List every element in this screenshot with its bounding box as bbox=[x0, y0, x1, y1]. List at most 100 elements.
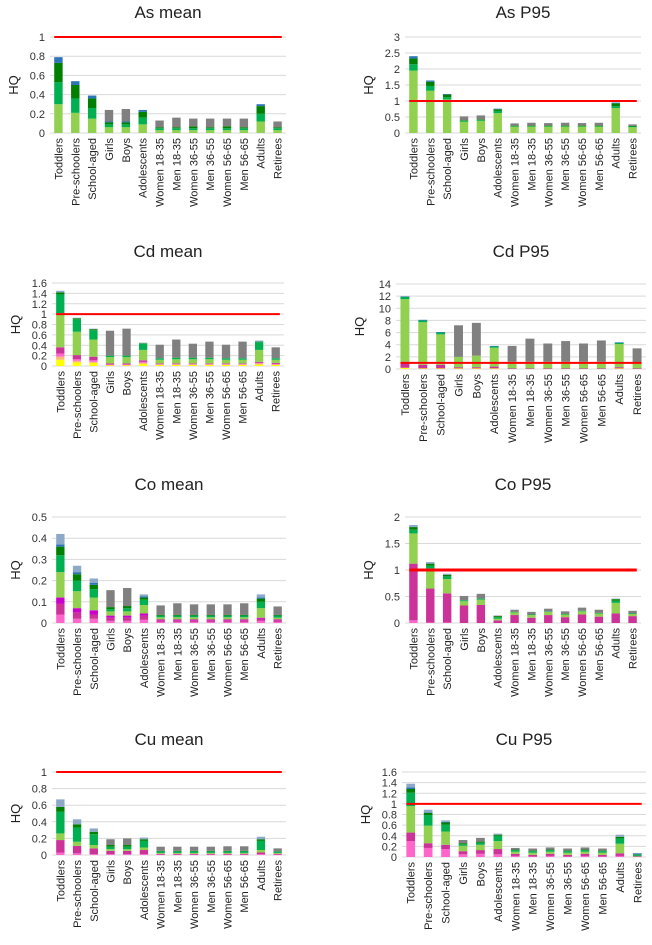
bar-segment bbox=[409, 64, 418, 71]
y-tick-label: 0.5 bbox=[385, 592, 400, 604]
x-tick-label: Women 36-55 bbox=[188, 371, 200, 440]
x-tick-label: Boys bbox=[122, 371, 134, 396]
bar-segment bbox=[615, 836, 625, 839]
bar-segment bbox=[493, 849, 503, 855]
y-tick-label: 1 bbox=[391, 799, 397, 811]
bar-segment bbox=[561, 361, 571, 369]
x-tick-label: Adults bbox=[611, 138, 623, 169]
chart-panel-cu-mean: Cu mean HQ 0 0.2 0.4 0.6 0.8 1 Toddlers Pre-schoo… bbox=[8, 730, 286, 929]
bar-segment bbox=[173, 850, 182, 852]
bar-segment bbox=[139, 596, 149, 598]
bar-segment bbox=[106, 607, 115, 610]
bar-segment bbox=[400, 296, 410, 300]
x-tick-label: School-aged bbox=[442, 138, 454, 200]
y-tick-label: 1 bbox=[41, 309, 47, 321]
bar-segment bbox=[222, 126, 232, 129]
bar-segment bbox=[188, 363, 197, 365]
bar-segment bbox=[426, 622, 435, 623]
bar-segment bbox=[507, 345, 517, 362]
x-tick-label: Women 36-55 bbox=[189, 628, 201, 697]
bar-segment bbox=[510, 125, 519, 127]
bar-segment bbox=[544, 611, 553, 612]
bar-segment bbox=[238, 341, 247, 359]
x-tick-label: Men 18-35 bbox=[171, 138, 183, 191]
x-tick-label: Adults bbox=[256, 860, 268, 891]
x-tick-label: School-aged bbox=[442, 628, 454, 690]
y-tick-label: 0.8 bbox=[30, 51, 45, 63]
bar-segment bbox=[238, 363, 247, 365]
bar-segment bbox=[89, 610, 98, 615]
bar-segment bbox=[400, 367, 410, 369]
bar-segment bbox=[156, 854, 165, 856]
x-tick-label: Toddlers bbox=[55, 371, 67, 413]
x-tick-label: Men 56-65 bbox=[239, 138, 251, 191]
bar-segment bbox=[106, 611, 115, 616]
bar-segment bbox=[155, 358, 164, 360]
bar-segment bbox=[138, 111, 147, 118]
bar-segment bbox=[156, 846, 165, 851]
bar-segment bbox=[436, 334, 446, 365]
bar-segment bbox=[56, 799, 65, 807]
bar-segment bbox=[56, 840, 65, 853]
bar-segment bbox=[580, 851, 590, 854]
chart-panel-cd-mean: Cd mean HQ 00.20.40.60.811.21.41.6 Toddlers… bbox=[8, 242, 284, 440]
bar-segment bbox=[72, 853, 82, 855]
x-tick-label: Men 56-65 bbox=[239, 860, 251, 913]
bar-segment bbox=[441, 849, 450, 857]
bar-segment bbox=[510, 855, 520, 857]
bar-segment bbox=[206, 846, 215, 851]
bar-segment bbox=[577, 123, 587, 126]
y-tick-label: 3 bbox=[394, 32, 400, 44]
bar-segment bbox=[255, 341, 264, 343]
bar-segment bbox=[123, 845, 132, 847]
bar-segment bbox=[173, 621, 182, 623]
bar-segment bbox=[409, 533, 418, 564]
y-axis-label: HQ bbox=[8, 804, 23, 824]
bar-segment bbox=[56, 359, 65, 366]
bar-segment bbox=[155, 364, 164, 366]
bar-segment bbox=[436, 331, 446, 333]
bar-segment bbox=[580, 847, 590, 850]
bar-segment bbox=[105, 364, 115, 366]
bar-segment bbox=[106, 590, 115, 608]
bar-segment bbox=[273, 848, 282, 852]
bar-segment bbox=[105, 363, 115, 365]
bar-segment bbox=[459, 595, 469, 601]
bar-segment bbox=[442, 99, 452, 133]
bar-segment bbox=[563, 852, 572, 855]
bar-segment bbox=[87, 108, 97, 119]
bar-segment bbox=[255, 361, 264, 363]
bar-segment bbox=[594, 126, 604, 133]
bar-segment bbox=[527, 125, 536, 127]
bar-segment bbox=[173, 620, 182, 622]
bar-segment bbox=[188, 364, 197, 366]
bar-segment bbox=[596, 368, 606, 369]
bar-segment bbox=[527, 614, 536, 616]
bar-segment bbox=[256, 839, 266, 841]
bar-segment bbox=[123, 606, 132, 609]
bar-segment bbox=[54, 57, 63, 63]
bar-segment bbox=[489, 345, 499, 347]
bar-segment bbox=[256, 601, 266, 609]
bar-segment bbox=[545, 847, 555, 850]
bar-segment bbox=[72, 565, 82, 573]
bar-segment bbox=[139, 613, 149, 616]
bar-segment bbox=[493, 615, 502, 617]
chart-title: Co P95 bbox=[495, 475, 552, 494]
bar-segment bbox=[256, 597, 266, 599]
bar-segment bbox=[106, 849, 115, 851]
bar-segment bbox=[72, 591, 82, 609]
x-tick-label: Adults bbox=[256, 138, 268, 169]
x-tick-label: Women 18-35 bbox=[156, 860, 168, 929]
bar-segment bbox=[628, 125, 637, 127]
bar-segment bbox=[615, 843, 625, 854]
y-tick-label: 0.4 bbox=[382, 831, 397, 843]
bar-segment bbox=[442, 574, 452, 577]
bar-segment bbox=[510, 125, 519, 127]
x-tick-label: Women 36-55 bbox=[543, 628, 555, 697]
bar-segment bbox=[89, 339, 98, 357]
bar-segment bbox=[206, 854, 215, 856]
bar-segment bbox=[205, 359, 214, 364]
bar-segment bbox=[493, 616, 502, 618]
bar-segment bbox=[441, 824, 450, 832]
